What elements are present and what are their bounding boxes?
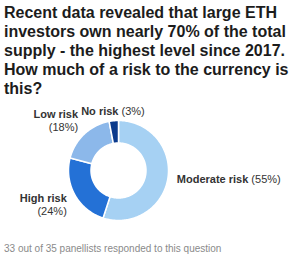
html-text:33 out of 35 panellists respon: 33 out of 35 panellists responded to thi… (4, 243, 222, 254)
svg-text:(18%): (18%) (49, 121, 78, 133)
svg-text:High risk: High risk (20, 192, 68, 204)
svg-text:Low risk: Low risk (33, 108, 79, 120)
html-text:Recent data revealed that larg: Recent data revealed that large ETH inve… (4, 4, 289, 97)
svg-text:Moderate risk: Moderate risk (177, 173, 249, 185)
svg-text:(24%): (24%) (37, 205, 66, 217)
svg-text:(55%): (55%) (251, 173, 280, 185)
svg-text:No risk: No risk (81, 105, 119, 117)
svg-text:(3%): (3%) (122, 105, 145, 117)
